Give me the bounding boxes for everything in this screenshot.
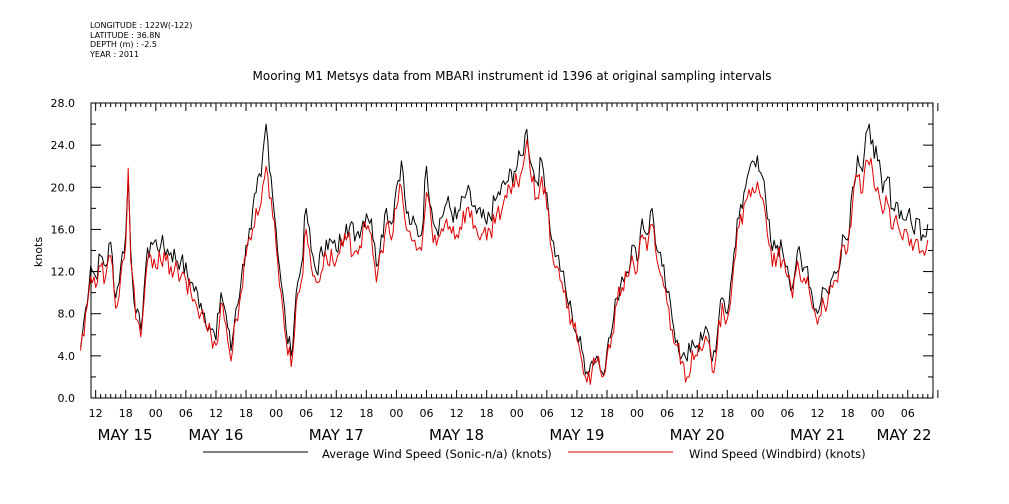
x-tick-label: 06: [660, 407, 674, 420]
y-tick-label: 4.0: [58, 350, 76, 363]
day-label: MAY 19: [549, 426, 604, 444]
x-tick-label: 12: [690, 407, 704, 420]
plot-frame: [90, 102, 934, 399]
y-tick-labels: 0.0 4.0 8.0 12.0 16.0 20.0 24.0 28.0: [51, 97, 76, 405]
day-labels: MAY 15 MAY 16 MAY 17 MAY 18 MAY 19 MAY 20 MAY …: [97, 426, 931, 444]
x-tick-label: 18: [600, 407, 614, 420]
x-tick-label: 12: [209, 407, 223, 420]
series-line-windbird: [80, 139, 929, 385]
x-tick-label: 12: [450, 407, 464, 420]
chart-title: Mooring M1 Metsys data from MBARI instru…: [253, 69, 772, 83]
y-axis-label: knots: [32, 237, 45, 267]
x-tick-label: 00: [630, 407, 644, 420]
x-tick-label: 18: [480, 407, 494, 420]
x-tick-label: 00: [510, 407, 524, 420]
x-tick-label: 18: [720, 407, 734, 420]
x-tick-label: 00: [389, 407, 403, 420]
day-label: MAY 17: [309, 426, 364, 444]
x-tick-label: 18: [239, 407, 253, 420]
x-tick-label: 12: [570, 407, 584, 420]
x-tick-label: 06: [299, 407, 313, 420]
latitude-text: LATITUDE : 36.8N: [90, 30, 161, 40]
y-tick-label: 0.0: [58, 392, 76, 405]
day-label: MAY 20: [670, 426, 725, 444]
day-label: MAY 16: [188, 426, 243, 444]
y-tick-label: 20.0: [51, 181, 76, 194]
x-tick-labels: 12 18 00 06 12 18 00 06 12 18 00 06 12 18 00 06 12 18 00 06…: [89, 407, 915, 420]
longitude-text: LONGITUDE : 122W(-122): [90, 21, 193, 30]
y-tick-label: 24.0: [51, 139, 76, 152]
station-metadata: LONGITUDE : 122W(-122) LATITUDE : 36.8N …: [90, 21, 192, 59]
day-label: MAY 15: [97, 426, 152, 444]
x-tick-label: 12: [329, 407, 343, 420]
x-tick-label: 18: [359, 407, 373, 420]
x-tick-label: 06: [540, 407, 554, 420]
depth-text: DEPTH (m) : -2.5: [90, 40, 157, 49]
x-tick-label: 06: [901, 407, 915, 420]
year-text: YEAR : 2011: [90, 49, 140, 59]
y-tick-label: 8.0: [58, 308, 76, 321]
x-tick-label: 06: [179, 407, 193, 420]
axis-ticks: [91, 102, 939, 399]
x-tick-label: 06: [780, 407, 794, 420]
legend-label-sonic: Average Wind Speed (Sonic-n/a) (knots): [322, 447, 552, 461]
y-tick-label: 28.0: [51, 97, 76, 110]
x-tick-label: 18: [119, 407, 133, 420]
day-label: MAY 18: [429, 426, 484, 444]
y-tick-label: 16.0: [51, 223, 76, 236]
legend-label-windbird: Wind Speed (Windbird) (knots): [689, 447, 866, 461]
y-tick-label: 12.0: [51, 266, 76, 279]
x-tick-label: 06: [420, 407, 434, 420]
x-tick-label: 00: [871, 407, 885, 420]
x-tick-label: 12: [89, 407, 103, 420]
x-tick-label: 00: [149, 407, 163, 420]
x-tick-label: 00: [269, 407, 283, 420]
series-line-sonic: [80, 123, 929, 377]
x-tick-label: 18: [841, 407, 855, 420]
series-lines: [80, 123, 929, 385]
day-label: MAY 22: [876, 426, 931, 444]
legend: Average Wind Speed (Sonic-n/a) (knots) W…: [203, 447, 866, 461]
day-label: MAY 21: [790, 426, 845, 444]
x-tick-label: 00: [750, 407, 764, 420]
x-tick-label: 12: [811, 407, 825, 420]
